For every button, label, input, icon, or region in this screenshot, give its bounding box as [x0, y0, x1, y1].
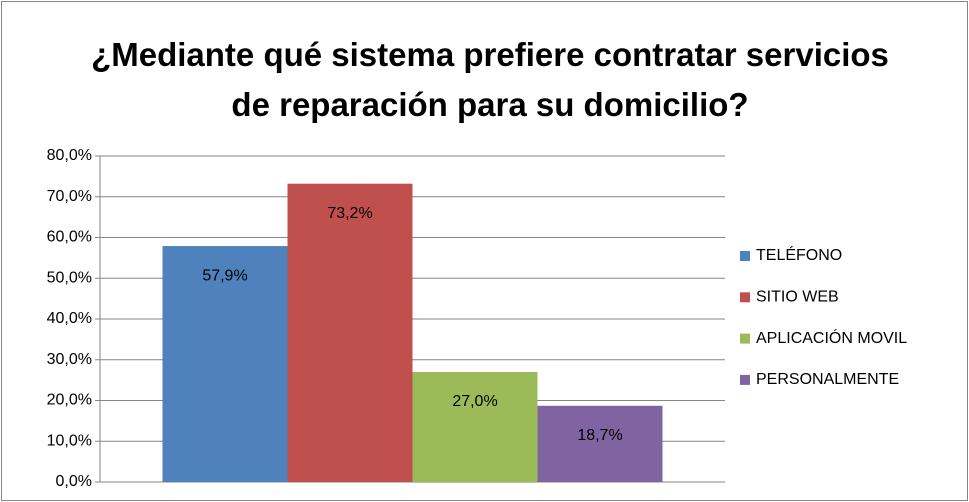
y-tick-label: 10,0% [47, 432, 92, 449]
legend-swatch [740, 333, 750, 344]
bar [162, 246, 288, 482]
data-label: 73,2% [327, 205, 372, 222]
y-tick-label: 0,0% [56, 473, 92, 490]
y-tick-label: 70,0% [47, 188, 92, 205]
legend-label: APLICACIÓN MOVIL [756, 328, 907, 347]
legend-swatch [740, 374, 750, 385]
chart-title: ¿Mediante qué sistema prefiere contratar… [91, 36, 889, 123]
y-tick-label: 50,0% [47, 269, 92, 286]
legend-label: PERSONALMENTE [756, 371, 899, 388]
data-label: 57,9% [202, 267, 247, 284]
y-tick-label: 80,0% [47, 147, 92, 164]
y-tick-label: 20,0% [47, 392, 92, 409]
y-tick-label: 40,0% [47, 310, 92, 327]
bar [412, 371, 538, 482]
legend-label: TELÉFONO [756, 245, 842, 264]
legend-swatch [740, 251, 750, 261]
y-tick-label: 30,0% [47, 351, 92, 368]
legend-swatch [740, 292, 750, 303]
bar [537, 405, 663, 482]
bar [287, 183, 413, 482]
legend-label: SITIO WEB [756, 289, 839, 306]
data-label: 18,7% [577, 427, 622, 444]
y-tick-label: 60,0% [47, 229, 92, 246]
data-label: 27,0% [452, 393, 497, 410]
